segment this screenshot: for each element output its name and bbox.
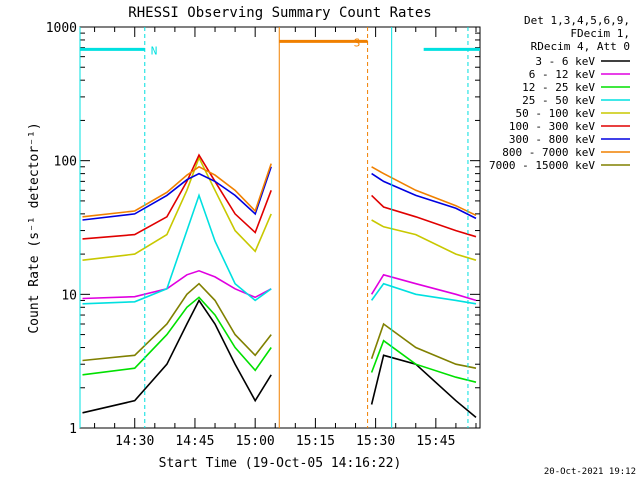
legend-label: 7000 - 15000 keV [489, 159, 595, 172]
series-line-6-0 [82, 166, 272, 221]
series-line-6-1 [371, 172, 477, 220]
y-tick-label: 100 [54, 155, 77, 170]
legend-header-line: FDecim 1, [570, 27, 630, 40]
series-line-5-1 [371, 194, 477, 238]
legend: Det 1,3,4,5,6,9,FDecim 1,RDecim 4, Att 0… [489, 14, 630, 172]
legend-label: 300 - 800 keV [509, 133, 595, 146]
x-axis-label: Start Time (19-Oct-05 14:16:22) [159, 456, 402, 471]
x-tick-labels: 14:30 14:45 15:00 15:15 15:30 15:45 [115, 434, 455, 449]
series-line-2-0 [82, 296, 272, 376]
x-tick-label: 15:30 [356, 434, 395, 449]
legend-label: 50 - 100 keV [516, 107, 596, 120]
x-tick-label: 15:00 [236, 434, 275, 449]
legend-label: 800 - 7000 keV [502, 146, 595, 159]
series-line-7-0 [82, 163, 272, 218]
y-axis-label: Count Rate (s⁻¹ detector⁻¹) [27, 122, 42, 333]
legend-label: 12 - 25 keV [522, 81, 595, 94]
series-line-3-0 [82, 192, 272, 305]
y-tick-label: 1 [69, 422, 77, 437]
attenuator-annotations: NS [79, 27, 480, 428]
y-tick-label: 10 [61, 288, 77, 303]
y-tick-label: 1000 [46, 21, 77, 36]
x-tick-label: 15:15 [296, 434, 335, 449]
series-group [82, 153, 477, 419]
y-tick-labels: 1 10 100 1000 [46, 21, 77, 437]
chart-title: RHESSI Observing Summary Count Rates [128, 5, 431, 21]
series-line-0-0 [82, 298, 272, 414]
series-line-8-0 [82, 282, 272, 362]
series-line-1-0 [82, 269, 272, 300]
series-line-8-1 [370, 322, 477, 369]
x-tick-label: 14:45 [175, 434, 214, 449]
series-line-7-1 [371, 166, 477, 217]
legend-label: 3 - 6 keV [535, 55, 595, 68]
series-line-5-0 [82, 153, 272, 240]
x-tick-label: 14:30 [115, 434, 154, 449]
legend-header-line: Det 1,3,4,5,6,9, [524, 14, 630, 27]
legend-label: 100 - 300 keV [509, 120, 595, 133]
annotation-label: N [151, 44, 158, 57]
legend-label: 25 - 50 keV [522, 94, 595, 107]
series-line-4-1 [371, 219, 477, 261]
footer-timestamp: 20-Oct-2021 19:12 [544, 467, 636, 477]
legend-header-line: RDecim 4, Att 0 [531, 40, 630, 53]
series-line-1-1 [370, 273, 477, 302]
legend-label: 6 - 12 keV [529, 68, 596, 81]
series-line-4-0 [82, 155, 272, 261]
series-line-2-1 [370, 339, 477, 383]
annotation-label: S [354, 36, 361, 49]
series-line-3-1 [370, 282, 477, 305]
x-tick-label: 15:45 [416, 434, 455, 449]
